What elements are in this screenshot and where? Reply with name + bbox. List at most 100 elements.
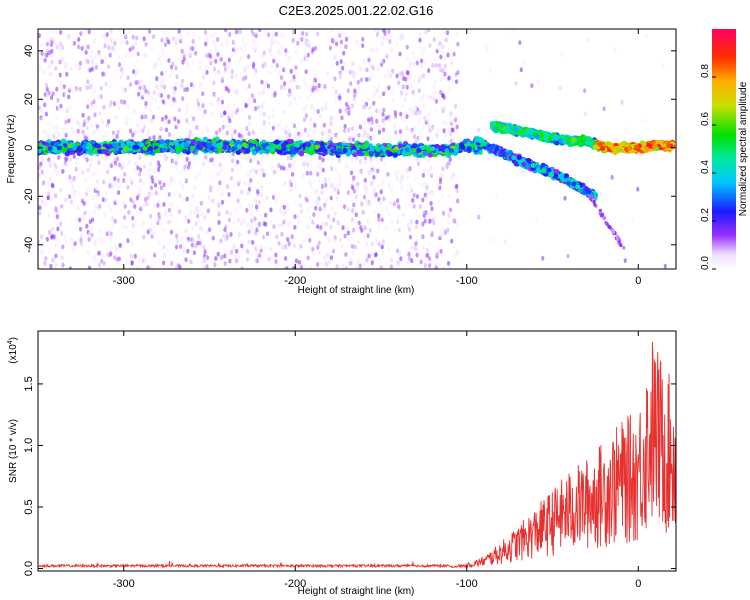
spectrogram-noise-cell: [197, 105, 201, 111]
spectrogram-noise-cell: [295, 84, 299, 90]
spectrogram-noise-cell: [211, 235, 215, 241]
spectrogram-noise-cell: [308, 215, 312, 221]
spectrogram-noise-cell: [387, 247, 391, 253]
spectrogram-noise-cell: [406, 175, 410, 180]
spectrogram-noise-cell: [661, 63, 665, 69]
spectrogram-noise-cell: [346, 206, 350, 212]
spectrogram-noise-cell: [357, 220, 361, 226]
spectrogram-noise-cell: [54, 262, 58, 267]
spectrogram-noise-cell: [396, 198, 400, 204]
spectrogram-noise-cell: [304, 69, 308, 74]
spectrogram-noise-cell: [325, 186, 329, 191]
spectrogram-noise-cell: [68, 85, 72, 91]
spectrogram-noise-cell: [384, 73, 388, 79]
spectrogram-noise-cell: [269, 207, 273, 213]
spectrogram-noise-cell: [280, 43, 284, 48]
spectrogram-noise-cell: [361, 236, 365, 241]
spectrogram-noise-cell: [209, 186, 214, 192]
spectrogram-noise-cell: [388, 200, 392, 206]
spectrogram-noise-cell: [165, 155, 169, 161]
spectrogram-noise-cell: [296, 40, 300, 46]
spectrogram-noise-cell: [189, 52, 193, 57]
spectrogram-noise-cell: [225, 210, 229, 215]
spectrogram-noise-cell: [392, 201, 396, 207]
spectrogram-noise-cell: [257, 212, 261, 217]
spectrogram-noise-cell: [443, 55, 447, 61]
spectrogram-noise-cell: [228, 153, 232, 159]
spectrogram-noise-cell: [113, 218, 117, 224]
spectrogram-ridge-cell: [448, 148, 454, 154]
spectrogram-noise-cell: [322, 122, 326, 128]
spectrogram-ridge-cell: [258, 149, 264, 155]
spectrogram-noise-cell: [99, 94, 103, 99]
spectrogram-ridge-cell: [251, 150, 257, 156]
spectrogram-noise-cell: [133, 253, 137, 259]
spectrogram-noise-cell: [351, 208, 355, 213]
spectrogram-noise-cell: [172, 36, 176, 42]
spectrogram-ridge-cell: [342, 148, 348, 153]
spectrogram-noise-cell: [288, 88, 292, 94]
spectrogram-noise-cell: [316, 109, 320, 114]
spectrogram-noise-cell: [403, 97, 407, 102]
spectrogram-noise-cell: [143, 52, 147, 58]
spectrogram-noise-cell: [91, 257, 95, 263]
spectrogram-noise-cell: [439, 54, 443, 60]
spectrogram-noise-cell: [418, 32, 423, 38]
spectrogram-noise-cell: [172, 178, 176, 184]
spectrogram-noise-cell: [203, 63, 207, 69]
spectrogram-noise-cell: [209, 54, 213, 59]
spectrogram-noise-cell: [47, 191, 51, 197]
spectrogram-noise-cell: [377, 124, 381, 130]
spectrogram-noise-cell: [150, 118, 154, 124]
spectrogram-noise-cell: [408, 106, 412, 112]
spectrogram-noise-cell: [146, 117, 150, 123]
spectrogram-ridge-cell: [196, 140, 202, 146]
spectrogram-noise-cell: [387, 211, 391, 216]
spectrogram-noise-cell: [351, 70, 355, 75]
spectrogram-noise-cell: [304, 196, 308, 202]
spectrogram-noise-cell: [60, 255, 64, 260]
spectrogram-noise-cell: [375, 240, 379, 246]
spectrogram-noise-cell: [74, 88, 78, 94]
spectrogram-noise-cell: [216, 100, 220, 106]
spectrogram-noise-cell: [330, 183, 334, 188]
spectrogram-noise-cell: [175, 74, 179, 80]
spectrogram-noise-cell: [338, 95, 342, 101]
spectrogram-noise-cell: [390, 90, 394, 96]
spectrogram-noise-cell: [107, 84, 111, 90]
spectrogram-noise-cell: [419, 46, 423, 52]
spectrogram-noise-cell: [121, 88, 126, 94]
spectrogram-ridge-cell: [67, 143, 73, 149]
spectrogram-noise-cell: [164, 114, 168, 120]
spectrogram-noise-cell: [447, 160, 451, 166]
spectrogram-noise-cell: [91, 217, 95, 223]
spectrogram-noise-cell: [160, 37, 164, 43]
spectrogram-noise-cell: [133, 130, 137, 136]
spectrogram-noise-cell: [352, 96, 356, 102]
spectrogram-noise-cell: [262, 50, 266, 56]
spectrogram-noise-cell: [185, 118, 189, 123]
spectrogram-noise-cell: [250, 212, 254, 217]
spectrogram-noise-cell: [439, 76, 443, 81]
spectrogram-noise-cell: [351, 251, 355, 257]
spectrogram-noise-cell: [425, 247, 429, 253]
spectrogram-noise-cell: [252, 61, 256, 67]
spectrogram-ridge-cell: [38, 142, 43, 148]
spectrogram-noise-cell: [427, 29, 431, 33]
spectrogram-noise-cell: [77, 37, 81, 42]
spectrogram-noise-cell: [410, 188, 414, 194]
spectrogram-noise-cell: [370, 119, 374, 125]
spectrogram-noise-cell: [362, 183, 366, 188]
spectrogram-noise-cell: [401, 177, 405, 182]
spectrogram-noise-cell: [162, 202, 166, 207]
spectrogram-noise-cell: [389, 32, 393, 38]
spectrogram-noise-cell: [40, 250, 45, 256]
spectrogram-noise-cell: [100, 59, 104, 65]
spectrogram-noise-cell: [351, 177, 355, 183]
spectrogram-noise-cell: [221, 154, 225, 160]
spectrogram-noise-cell: [89, 158, 93, 164]
spectrogram-noise-cell: [381, 179, 385, 184]
spectrogram-noise-cell: [144, 41, 148, 47]
spectrogram-noise-cell: [137, 257, 141, 263]
